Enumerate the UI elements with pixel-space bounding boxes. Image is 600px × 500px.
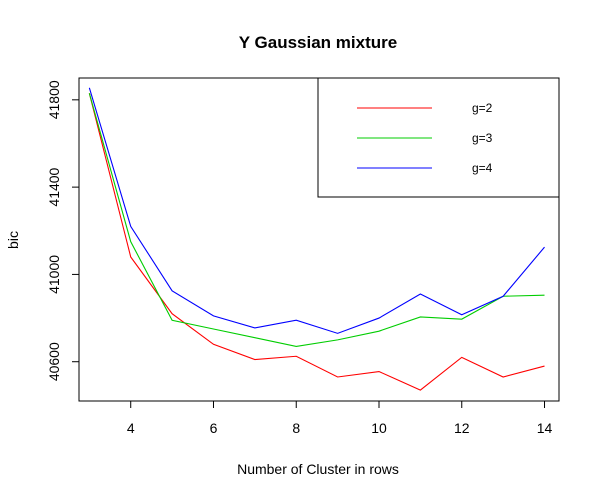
legend-label: g=2: [472, 101, 493, 115]
x-tick-label: 4: [127, 420, 135, 436]
y-axis-label: bic: [5, 231, 21, 249]
chart-title: Y Gaussian mixture: [239, 33, 397, 52]
x-axis-label: Number of Cluster in rows: [237, 461, 399, 477]
plot-frame: [78, 77, 560, 402]
x-tick-label: 14: [537, 420, 553, 436]
x-tick-label: 10: [371, 420, 387, 436]
y-tick-label: 41000: [46, 255, 62, 294]
y-tick-label: 41400: [46, 167, 62, 206]
legend: g=2 g=3 g=4: [317, 77, 560, 198]
y-axis: 40600 41000 41400 41800: [46, 80, 79, 381]
x-tick-label: 6: [210, 420, 218, 436]
y-tick-label: 40600: [46, 342, 62, 381]
x-tick-label: 8: [292, 420, 300, 436]
series-line-g-2: [88, 93, 545, 391]
x-axis: 4 6 8 10 12 14: [127, 401, 553, 436]
series-line-g-3: [88, 93, 545, 347]
legend-box: [317, 77, 560, 198]
legend-label: g=4: [472, 161, 493, 175]
x-tick-label: 12: [454, 420, 470, 436]
series-layer: [88, 87, 545, 391]
series-line-g-4: [88, 87, 545, 334]
legend-label: g=3: [472, 131, 493, 145]
y-tick-label: 41800: [46, 80, 62, 119]
